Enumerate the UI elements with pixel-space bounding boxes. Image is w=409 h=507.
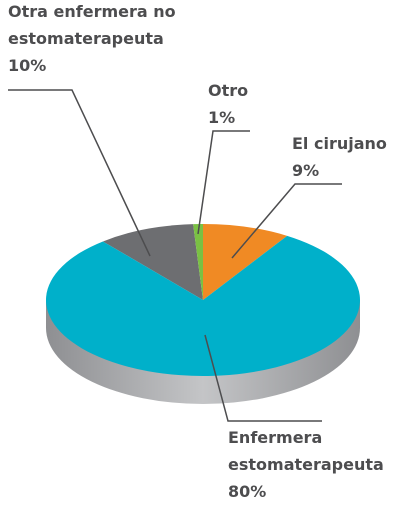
leader-line [231, 183, 342, 259]
slice-label: Otro 1% [208, 77, 248, 131]
pie-slice [193, 224, 203, 300]
label-name: Otro [208, 81, 249, 100]
label-value: 1% [208, 108, 236, 127]
label-name: Enfermera estomaterapeuta [228, 428, 384, 474]
pie-slice [45, 235, 361, 376]
slice-label: Enfermera estomaterapeuta 80% [228, 424, 408, 505]
label-value: 80% [228, 482, 267, 501]
leader-line [8, 89, 151, 257]
leader-line [204, 334, 322, 422]
pie-slice [102, 224, 203, 300]
pie-slice [203, 224, 288, 300]
label-name: Otra enfermera no estomaterapeuta [8, 2, 176, 48]
label-value: 9% [292, 161, 320, 180]
label-value: 10% [8, 56, 47, 75]
slice-label: Otra enfermera no estomaterapeuta 10% [8, 0, 213, 79]
leader-line [197, 130, 250, 235]
leader-lines [8, 89, 342, 422]
label-name: El cirujano [292, 134, 387, 153]
slice-label: El cirujano 9% [292, 130, 387, 184]
